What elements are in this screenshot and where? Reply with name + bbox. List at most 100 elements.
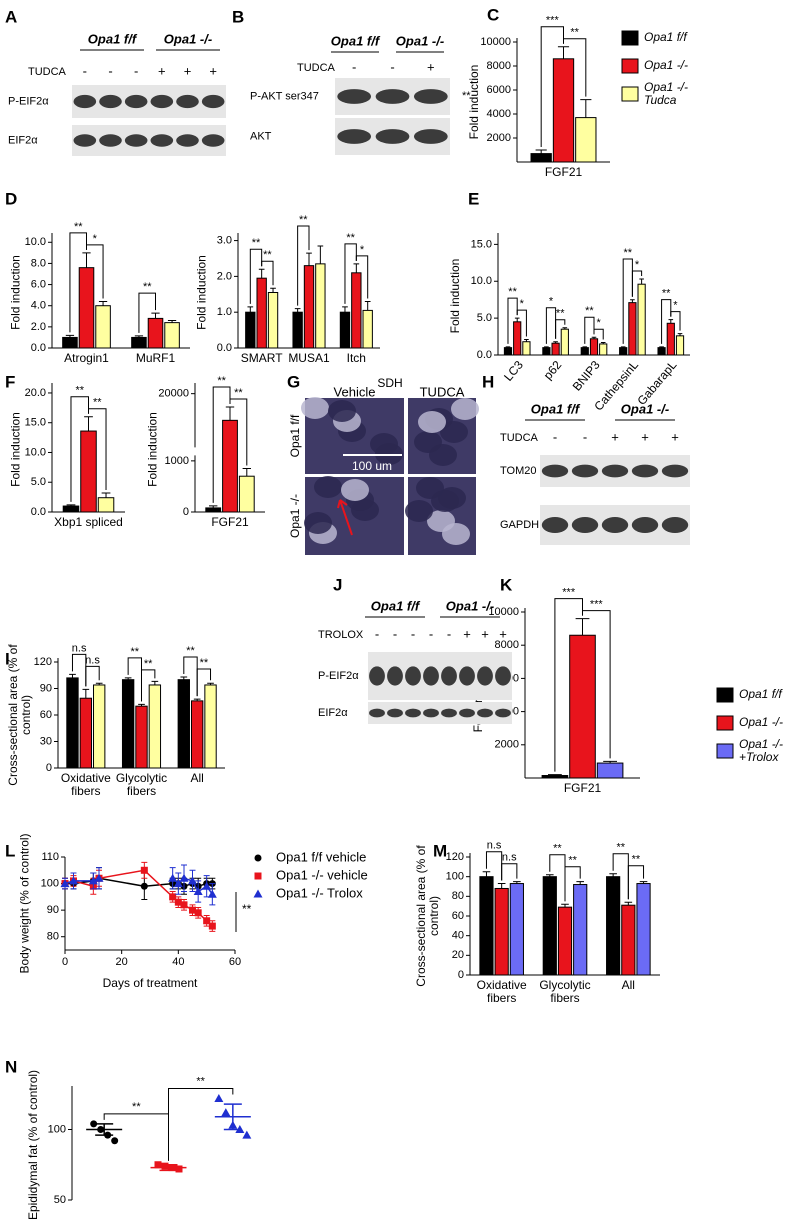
error-bar bbox=[167, 320, 177, 323]
fiber bbox=[304, 512, 332, 534]
treatment-label: TROLOX bbox=[318, 629, 364, 641]
significance-bracket bbox=[563, 38, 587, 97]
error-bar bbox=[524, 339, 529, 342]
marker bbox=[254, 854, 262, 862]
panel-letter: N bbox=[5, 1057, 17, 1076]
y-axis-label: Fold induction bbox=[145, 412, 160, 487]
lane-sign: - bbox=[390, 59, 394, 74]
y-tick-label: 6.0 bbox=[31, 278, 46, 290]
y-axis-label: Fold induction bbox=[194, 255, 209, 330]
error-bar bbox=[151, 312, 160, 319]
significance-label: ** bbox=[75, 385, 84, 397]
significance-bracket bbox=[670, 311, 681, 331]
error-bar bbox=[659, 346, 664, 348]
legend-swatch bbox=[716, 687, 734, 703]
bar bbox=[560, 328, 569, 356]
bar bbox=[542, 347, 551, 356]
fiber bbox=[440, 421, 468, 443]
blot-band bbox=[369, 708, 385, 718]
x-tick-label-box: Oxidative fibers bbox=[477, 979, 527, 1005]
error-bar bbox=[294, 308, 301, 313]
bar bbox=[494, 887, 509, 976]
x-tick-label: Atrogin1 bbox=[64, 352, 109, 365]
x-tick-label: FGF21 bbox=[211, 516, 249, 529]
marker bbox=[154, 1161, 162, 1169]
legend-label: Opa1 -/- vehicle bbox=[276, 867, 368, 882]
error-bar bbox=[497, 883, 506, 889]
y-axis-label-box: Fold induction bbox=[145, 412, 160, 487]
significance-label: * bbox=[549, 296, 554, 308]
blot-band bbox=[459, 708, 475, 718]
bar bbox=[580, 347, 589, 356]
error-bar bbox=[591, 336, 597, 339]
row-label: EIF2α bbox=[8, 134, 38, 146]
lane-sign: + bbox=[481, 626, 489, 641]
y-tick-label: 80 bbox=[452, 890, 464, 902]
error-bar bbox=[576, 881, 584, 885]
significance-label: ** bbox=[662, 288, 671, 300]
blot-band bbox=[477, 666, 493, 686]
arrow bbox=[337, 499, 353, 536]
bar bbox=[599, 343, 608, 356]
y-tick-label: 110 bbox=[41, 851, 59, 863]
blot-band bbox=[495, 666, 511, 686]
lane-sign: - bbox=[553, 429, 557, 444]
significance-label: ** bbox=[570, 27, 579, 39]
error-bar bbox=[575, 618, 590, 636]
bar bbox=[657, 347, 666, 356]
x-tick-label: Oxidative fibers bbox=[60, 772, 111, 799]
y-tick-label: 120 bbox=[34, 656, 52, 668]
x-axis-label-box: Days of treatment bbox=[103, 977, 198, 990]
marker bbox=[88, 876, 98, 885]
bar bbox=[315, 263, 326, 349]
column-label: Vehicle bbox=[334, 384, 376, 399]
significance-label: ** bbox=[624, 247, 633, 259]
error-bar bbox=[82, 688, 90, 699]
marker bbox=[169, 893, 177, 901]
lane-sign: + bbox=[209, 63, 217, 78]
significance-bracket bbox=[103, 1113, 169, 1161]
significance-bracket bbox=[540, 26, 564, 147]
axis-break bbox=[190, 447, 200, 456]
bar bbox=[164, 322, 180, 349]
bar bbox=[339, 311, 351, 349]
significance-label: *** bbox=[546, 15, 560, 27]
y-tick-label: 1000 bbox=[165, 455, 189, 467]
y-tick-label: 1.0 bbox=[217, 306, 232, 318]
lane-sign: - bbox=[583, 429, 587, 444]
y-tick-label: 100 bbox=[41, 877, 59, 889]
legend-label: Opa1 -/- bbox=[739, 715, 784, 730]
significance-label: *** bbox=[590, 599, 604, 611]
y-tick-label: 4000 bbox=[487, 108, 511, 120]
bar bbox=[222, 419, 238, 513]
blot-band bbox=[387, 666, 403, 686]
error-bar bbox=[223, 1103, 242, 1131]
fiber bbox=[314, 476, 342, 498]
marker bbox=[203, 917, 211, 925]
lane-sign: - bbox=[352, 59, 356, 74]
group-label: Opa1 -/- bbox=[446, 598, 494, 613]
y-axis-label-box: Fold induction bbox=[448, 259, 462, 334]
marker bbox=[175, 1165, 183, 1173]
treatment-label: TUDCA bbox=[28, 66, 67, 78]
legend-label: Opa1 f/f bbox=[644, 30, 687, 45]
bar bbox=[596, 762, 624, 779]
lane-sign: + bbox=[158, 63, 166, 78]
significance-label: * bbox=[520, 298, 525, 310]
marker bbox=[180, 901, 188, 909]
blot-membrane bbox=[368, 702, 512, 724]
bar bbox=[552, 58, 575, 163]
row-label: Opa1 -/- bbox=[288, 494, 302, 538]
x-tick-label-box: FGF21 bbox=[564, 782, 601, 795]
x-tick-label: MUSA1 bbox=[288, 352, 330, 365]
significance-label: ** bbox=[132, 1101, 141, 1113]
error-bar bbox=[180, 676, 188, 680]
y-tick-label: 10000 bbox=[488, 606, 519, 618]
y-axis-label: Epididymal fat (% of control) bbox=[26, 1069, 41, 1221]
bar bbox=[351, 272, 362, 349]
y-tick-label: 90 bbox=[47, 904, 59, 916]
blot-band bbox=[201, 94, 225, 109]
panel-letter: D bbox=[5, 189, 17, 208]
annotation: ** bbox=[242, 902, 252, 916]
significance-bracket bbox=[507, 297, 518, 344]
